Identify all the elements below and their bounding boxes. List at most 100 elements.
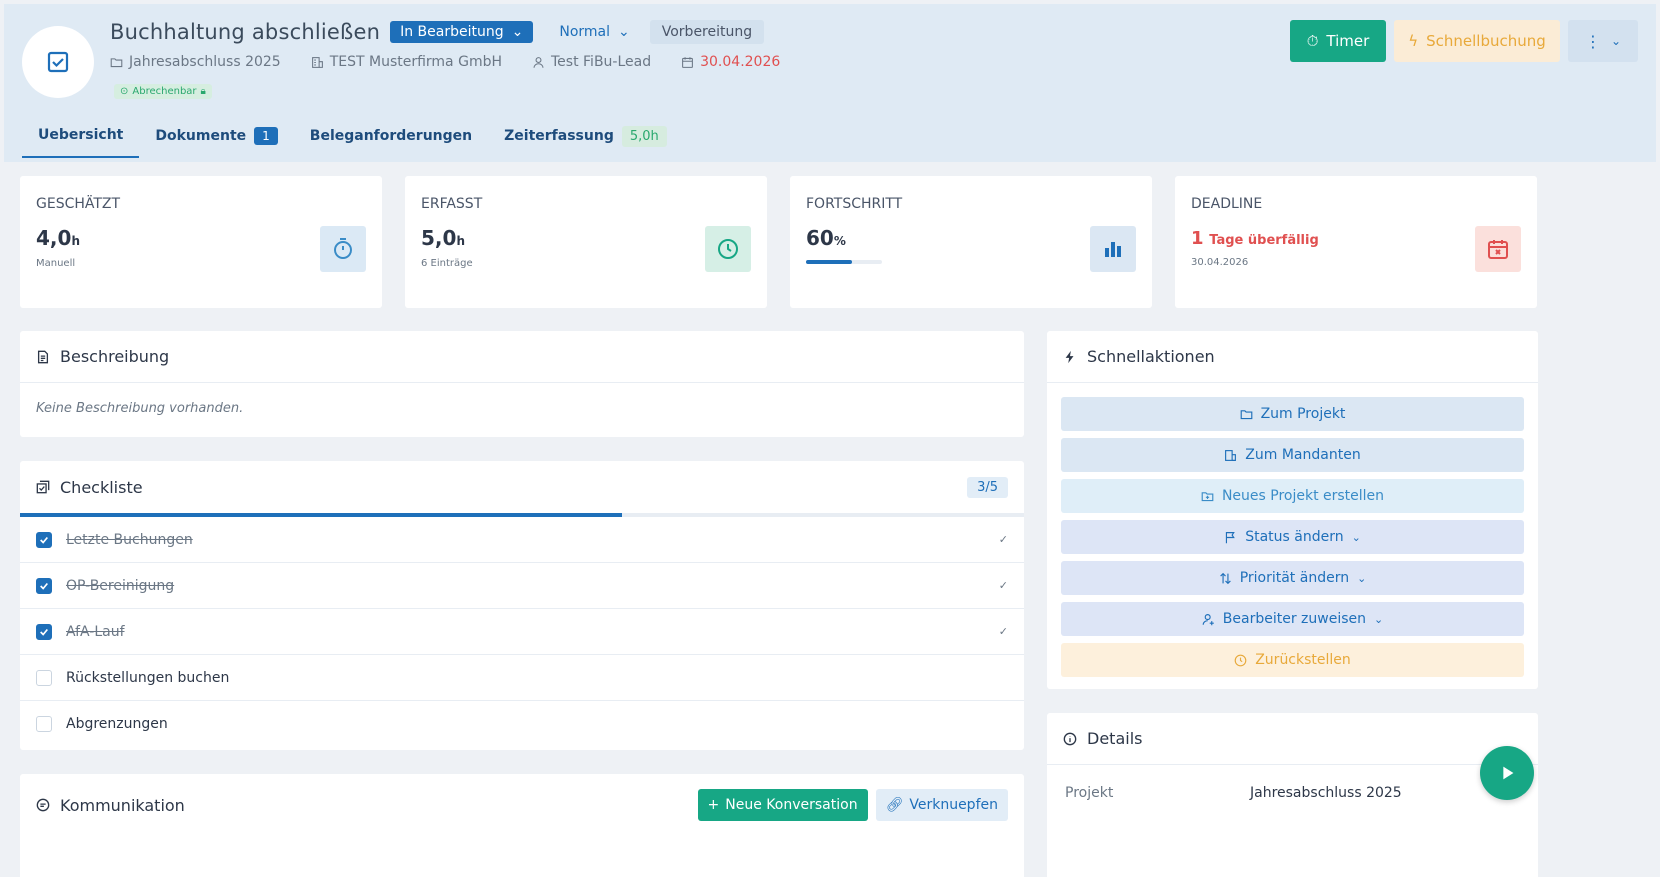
- flag-icon: [1226, 531, 1236, 543]
- checklist-progress-fill: [20, 513, 623, 517]
- stat-label: DEADLINE: [1191, 196, 1263, 212]
- panel-header: Schnellaktionen: [1047, 331, 1538, 383]
- stat-unit: %: [833, 234, 846, 248]
- stat-card-progress: FORTSCHRITT 60%: [790, 176, 1152, 308]
- quick-actions-panel: Schnellaktionen Zum Projekt Zum Mandante…: [1047, 331, 1538, 689]
- progress-bar: [806, 260, 882, 264]
- stat-label: GESCHÄTZT: [36, 196, 121, 212]
- document-icon: [37, 350, 49, 363]
- chevron-down-icon: ⌄: [1357, 571, 1367, 585]
- description-empty-text: Keine Beschreibung vorhanden.: [36, 401, 244, 416]
- checkbox[interactable]: [36, 716, 52, 732]
- building-icon: [311, 56, 323, 68]
- panel-title: Kommunikation: [60, 795, 185, 815]
- tab-label: Zeiterfassung: [504, 128, 614, 144]
- stat-card-logged: ERFASST 5,0h 6 Einträge: [405, 176, 767, 308]
- calendar-icon: [682, 56, 694, 68]
- checklist-item[interactable]: Abgrenzungen: [20, 701, 1024, 747]
- details-panel: Details Projekt Jahresabschluss 2025: [1047, 713, 1538, 877]
- checklist-item[interactable]: AfA-Lauf ✓: [20, 609, 1024, 655]
- checklist-item[interactable]: Letzte Buchungen ✓: [20, 517, 1024, 563]
- lightning-icon: [1065, 350, 1074, 363]
- change-priority-button[interactable]: Priorität ändern ⌄: [1061, 561, 1524, 595]
- stat-label: FORTSCHRITT: [806, 196, 903, 212]
- chevron-down-icon: ⌄: [511, 24, 524, 40]
- done-check-icon: ✓: [998, 625, 1008, 638]
- go-to-project-button[interactable]: Zum Projekt: [1061, 397, 1524, 431]
- detail-value[interactable]: Jahresabschluss 2025: [1250, 785, 1402, 801]
- tab-time-tracking[interactable]: Zeiterfassung 5,0h: [488, 114, 683, 158]
- checklist-item-label: Abgrenzungen: [66, 716, 168, 732]
- deadline-value: 1 Tage überfällig: [1191, 228, 1521, 249]
- stat-number: 5,0: [421, 226, 457, 250]
- project-link[interactable]: Jahresabschluss 2025: [110, 54, 281, 70]
- checkbox[interactable]: [36, 577, 52, 594]
- description-panel: Beschreibung Keine Beschreibung vorhande…: [20, 331, 1024, 437]
- checklist-item[interactable]: OP-Bereinigung ✓: [20, 563, 1024, 609]
- phase-badge: Vorbereitung: [649, 20, 765, 44]
- stat-sub: Manuell: [36, 258, 76, 269]
- communication-panel: Kommunikation + Neue Konversation 🔗︎ Ver…: [20, 774, 1024, 877]
- chevron-down-icon: ⌄: [1374, 612, 1384, 626]
- chevron-down-icon: ⌄: [618, 24, 630, 40]
- chat-icon: [36, 798, 50, 812]
- checklist-item-label: OP-Bereinigung: [66, 577, 175, 594]
- panel-header: Beschreibung: [20, 331, 1024, 383]
- priority-label: Normal: [559, 24, 611, 40]
- stat-number: 60: [806, 226, 834, 250]
- status-dropdown[interactable]: In Bearbeitung ⌄: [390, 21, 534, 43]
- start-timer-fab[interactable]: [1480, 746, 1534, 800]
- client-link[interactable]: TEST Musterfirma GmbH: [311, 54, 502, 70]
- lightning-icon: ϟ: [1408, 32, 1419, 50]
- tab-label: Beleganforderungen: [309, 128, 473, 144]
- panel-header: Details: [1047, 713, 1538, 765]
- bar-chart-icon: [1090, 226, 1136, 272]
- checklist-item-label: Letzte Buchungen: [66, 531, 193, 548]
- tab-document-requests[interactable]: Beleganforderungen: [294, 114, 488, 158]
- tab-documents[interactable]: Dokumente 1: [139, 114, 293, 158]
- timer-button[interactable]: ⏱ Timer: [1290, 20, 1386, 62]
- stat-label: ERFASST: [421, 196, 483, 212]
- folder-plus-icon: [1201, 491, 1214, 501]
- postpone-button[interactable]: Zurückstellen: [1061, 643, 1524, 677]
- tab-overview[interactable]: Uebersicht: [22, 114, 140, 158]
- folder-icon: [1240, 409, 1252, 419]
- panel-title: Schnellaktionen: [1087, 347, 1215, 366]
- checklist-item-label: Rückstellungen buchen: [66, 669, 230, 686]
- chevron-down-icon: ⌄: [1610, 34, 1622, 48]
- assignee-name: Test FiBu-Lead: [551, 54, 652, 70]
- assign-button[interactable]: Bearbeiter zuweisen ⌄: [1061, 602, 1524, 636]
- checklist-item[interactable]: Rückstellungen buchen: [20, 655, 1024, 701]
- due-date: 30.04.2026: [681, 54, 780, 70]
- user-plus-icon: [1202, 613, 1214, 625]
- hours-badge: 5,0h: [621, 125, 667, 147]
- done-check-icon: ✓: [998, 579, 1008, 592]
- panel-title: Beschreibung: [60, 347, 170, 366]
- quick-booking-label: Schnellbuchung: [1426, 32, 1546, 50]
- folder-icon: [110, 57, 123, 67]
- link-icon: 🔗︎: [885, 797, 904, 813]
- stat-unit: h: [456, 234, 465, 248]
- change-status-button[interactable]: Status ändern ⌄: [1061, 520, 1524, 554]
- checkbox[interactable]: [36, 669, 52, 686]
- play-icon: [1503, 766, 1514, 780]
- panel-title: Checkliste: [60, 477, 143, 497]
- quick-booking-button[interactable]: ϟ Schnellbuchung: [1394, 20, 1560, 62]
- new-project-button[interactable]: Neues Projekt erstellen: [1061, 479, 1524, 513]
- stat-unit: h: [71, 234, 80, 248]
- go-to-client-button[interactable]: Zum Mandanten: [1061, 438, 1524, 472]
- assignee: Test FiBu-Lead: [532, 54, 651, 70]
- checkbox[interactable]: [36, 531, 52, 548]
- new-conversation-button[interactable]: + Neue Konversation: [697, 789, 868, 821]
- stopwatch-icon: [320, 226, 366, 272]
- priority-dropdown[interactable]: Normal ⌄: [549, 21, 639, 43]
- checkbox[interactable]: [36, 623, 52, 640]
- link-button[interactable]: 🔗︎ Verknuepfen: [875, 789, 1008, 821]
- stat-sub: 6 Einträge: [421, 258, 473, 269]
- chevron-down-icon: ⌄: [1351, 530, 1361, 544]
- clock-icon: [705, 226, 751, 272]
- calendar-x-icon: [1475, 226, 1521, 272]
- timer-label: Timer: [1326, 32, 1370, 50]
- action-label: Zum Mandanten: [1245, 447, 1361, 463]
- more-actions-button[interactable]: ⋮ ⌄: [1568, 20, 1638, 62]
